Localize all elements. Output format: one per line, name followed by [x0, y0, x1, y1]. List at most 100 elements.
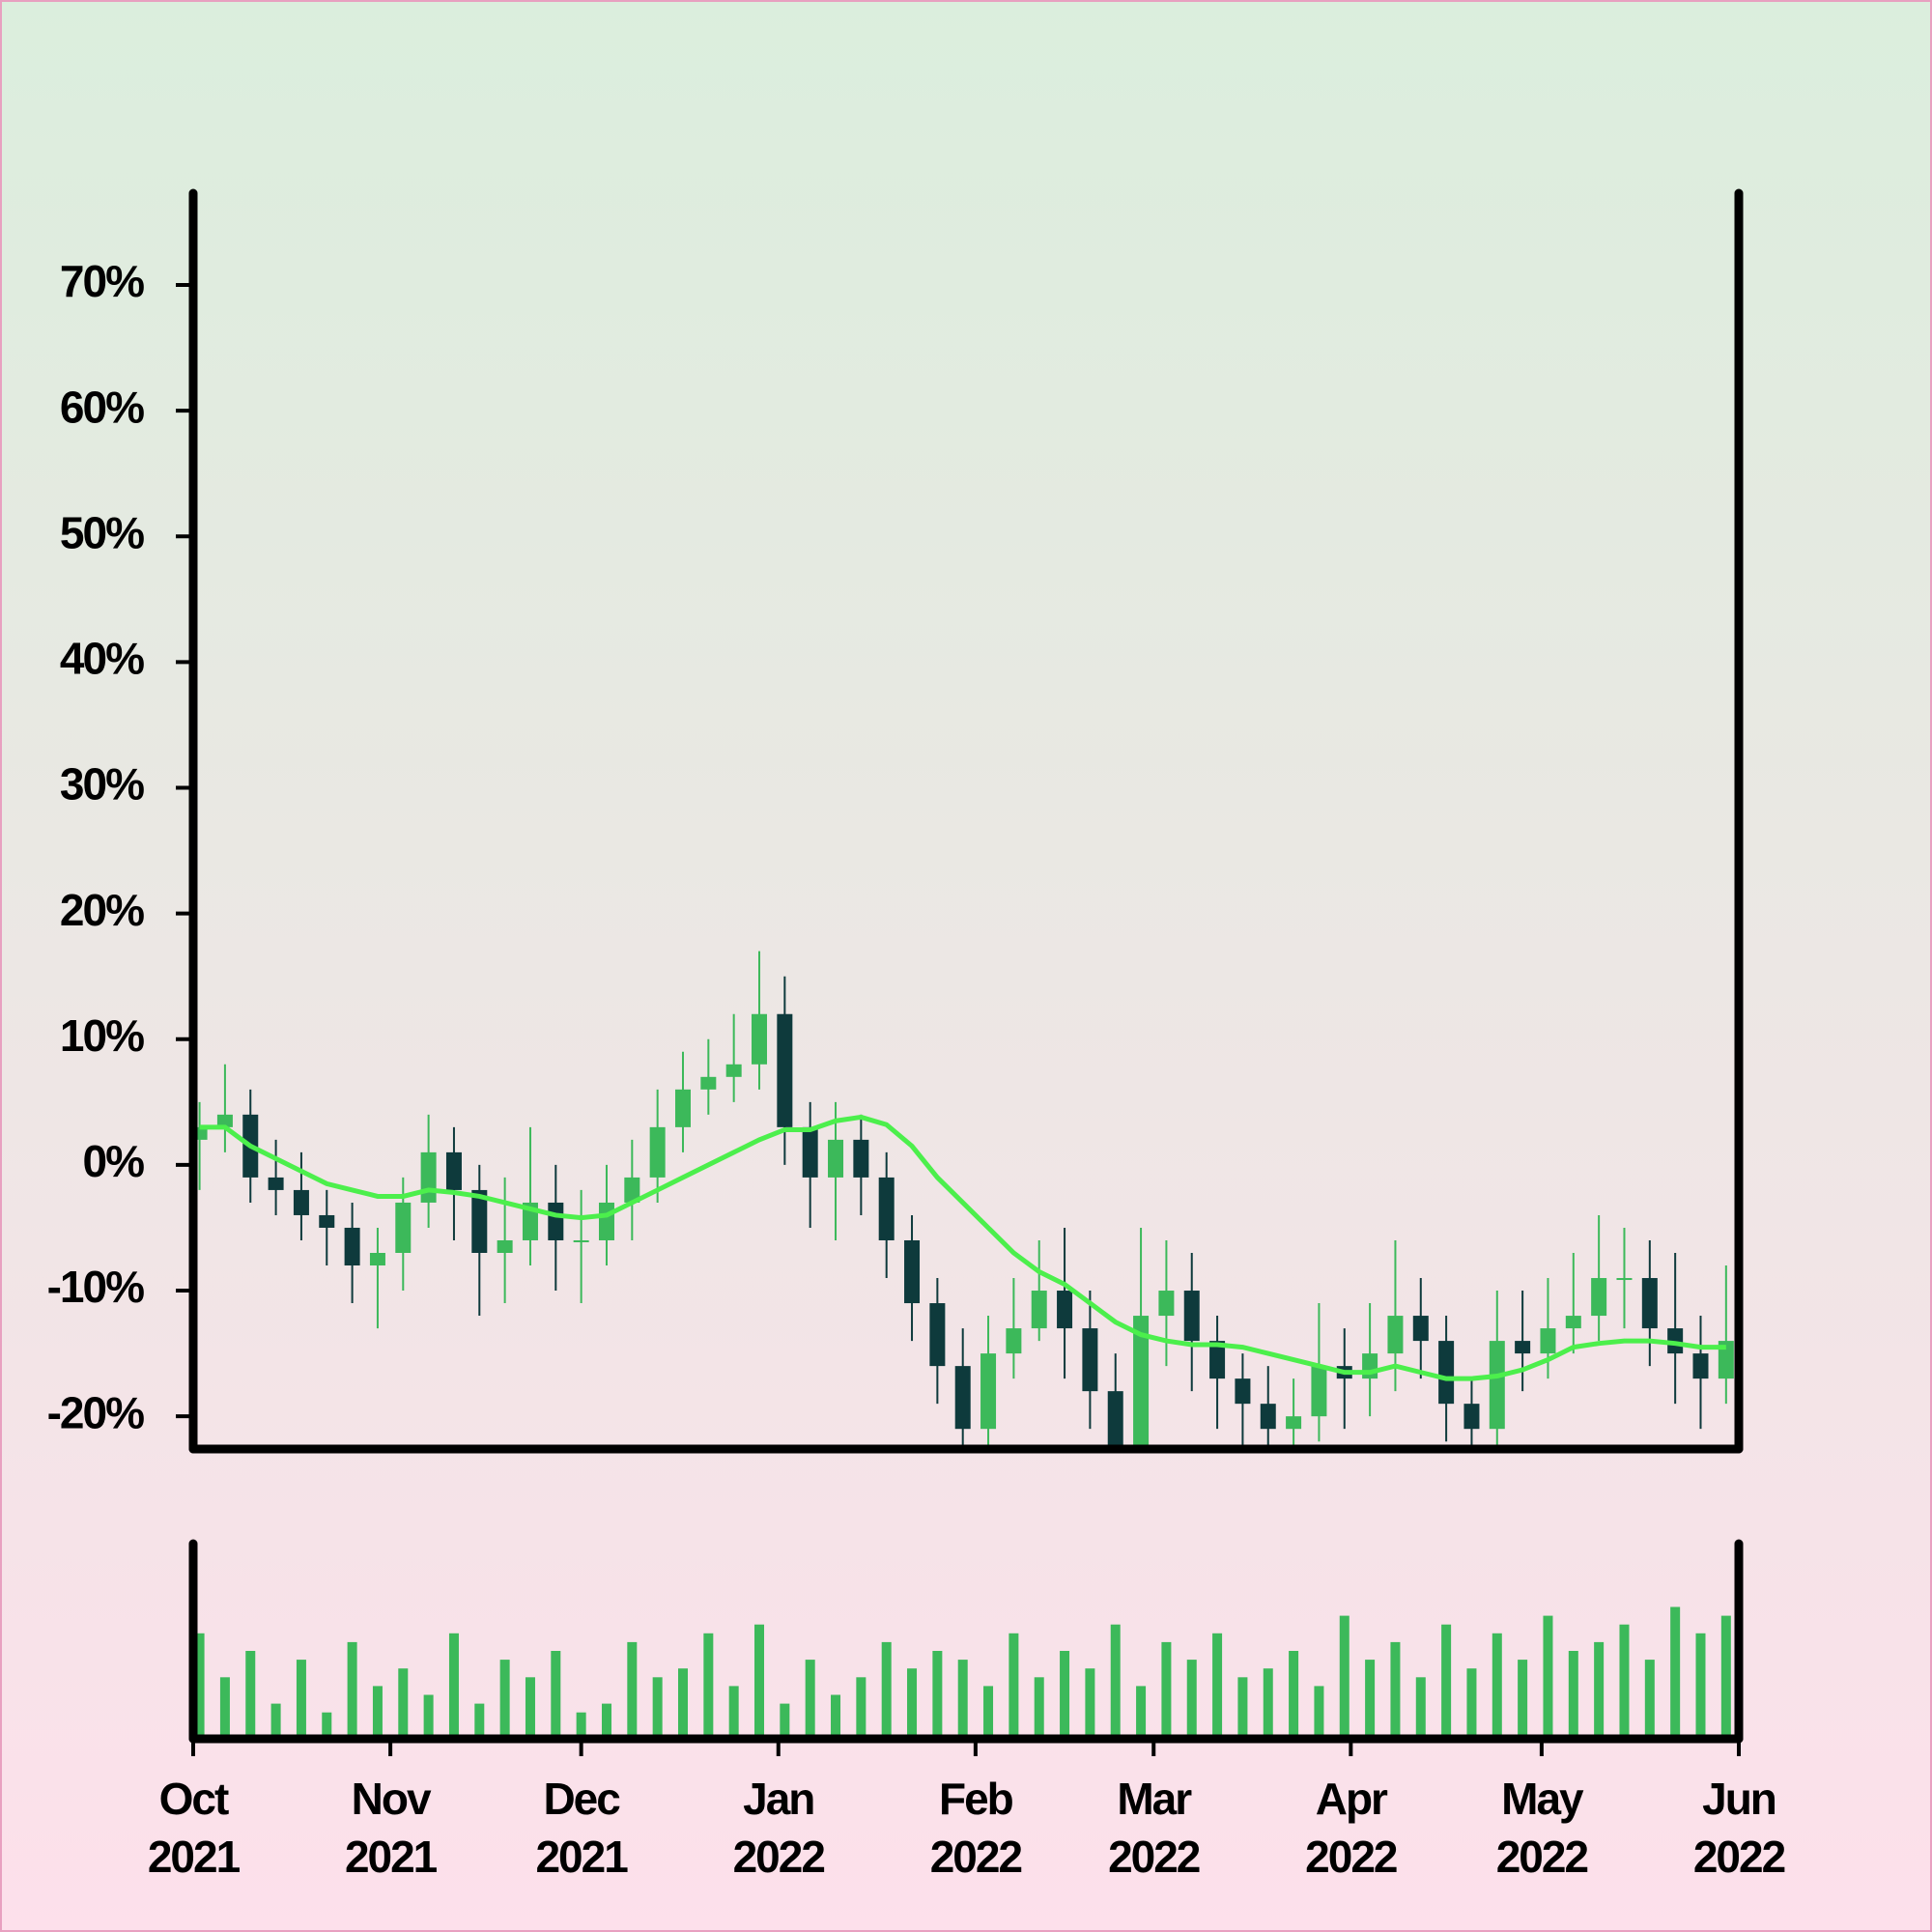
candle-body	[1158, 1291, 1175, 1317]
volume-bar	[1289, 1651, 1299, 1739]
volume-bar	[1212, 1633, 1223, 1739]
candle-body	[268, 1177, 284, 1190]
volume-bar	[1568, 1651, 1578, 1739]
candle-body	[674, 1089, 691, 1127]
x-tick-label-line: 2022	[1693, 1832, 1785, 1882]
candle-body	[1463, 1404, 1480, 1430]
y-tick-label: -10%	[47, 1262, 144, 1312]
candle-body	[1591, 1278, 1607, 1317]
candle-body	[980, 1353, 997, 1430]
volume-bar	[907, 1668, 918, 1739]
x-tick-label: Jun 2022	[1693, 1774, 1785, 1882]
x-tick-label: May 2022	[1496, 1774, 1588, 1882]
volume-bar	[1365, 1660, 1376, 1739]
x-tick-label-line: 2021	[148, 1832, 241, 1882]
volume-bar	[525, 1677, 535, 1739]
volume-bar	[1670, 1606, 1681, 1739]
candle-body	[548, 1202, 564, 1240]
candle-body	[878, 1177, 895, 1240]
x-tick-label-line: Jun	[1702, 1774, 1776, 1824]
candle-body	[853, 1139, 869, 1178]
candle-body	[1616, 1278, 1633, 1281]
y-tick-label: 70%	[60, 256, 144, 306]
candle-body	[777, 1013, 793, 1127]
volume-bar	[551, 1651, 561, 1739]
axes: -20%-10%0%10%20%30%40%50%60%70%Oct 2021No…	[47, 188, 1787, 1882]
volume-bar	[347, 1641, 357, 1739]
candle-body	[293, 1189, 309, 1215]
volume-bar	[1695, 1633, 1706, 1739]
volume-bar	[1415, 1677, 1426, 1739]
x-tick-label-line: Nov	[352, 1774, 432, 1824]
volume-bar	[1720, 1615, 1731, 1739]
volume-bar	[1518, 1660, 1528, 1739]
volume-bar	[601, 1703, 611, 1739]
candle-body	[1031, 1291, 1047, 1329]
candle-body	[1311, 1366, 1327, 1417]
candle-body	[1133, 1316, 1150, 1449]
volume-bar	[1644, 1660, 1655, 1739]
x-tick-label-line: 2022	[930, 1832, 1022, 1882]
x-tick-label: Apr 2022	[1305, 1774, 1397, 1882]
y-tick-label: -20%	[47, 1387, 144, 1437]
candle-body	[624, 1177, 640, 1203]
candle-body	[1641, 1278, 1658, 1329]
y-tick-label: 0%	[83, 1136, 145, 1186]
candle-body	[802, 1126, 818, 1178]
candle-body	[1260, 1404, 1276, 1430]
volume-bar	[780, 1703, 790, 1739]
volume-bar	[652, 1677, 663, 1739]
volume-bar	[219, 1677, 230, 1739]
volume-bar	[1136, 1686, 1147, 1739]
y-tick-label: 60%	[60, 382, 144, 432]
candle-body	[828, 1139, 844, 1178]
volume-bar	[499, 1660, 510, 1739]
x-tick-label-line: 2022	[1108, 1832, 1200, 1882]
x-tick-label: Dec 2021	[535, 1774, 628, 1882]
candle-body	[445, 1151, 462, 1190]
x-tick-label: Nov 2021	[345, 1774, 438, 1882]
x-tick-label-line: 2022	[733, 1832, 825, 1882]
y-tick-label: 30%	[60, 759, 144, 810]
volume-bar	[983, 1686, 994, 1739]
volume-bar	[805, 1660, 815, 1739]
candle-body	[1438, 1341, 1455, 1405]
x-tick-label: Jan 2022	[733, 1774, 825, 1882]
candle-body	[598, 1202, 614, 1240]
volume-bar	[1263, 1668, 1273, 1739]
candle-body	[1718, 1341, 1734, 1379]
volume-bar	[423, 1694, 434, 1739]
candle-body	[1235, 1378, 1251, 1405]
candle-body	[1489, 1341, 1505, 1430]
volume-bar	[957, 1660, 968, 1739]
candle-body	[1107, 1391, 1123, 1449]
candle-body	[1667, 1328, 1684, 1354]
x-tick-label: Oct 2021	[148, 1774, 241, 1882]
y-tick-label: 50%	[60, 507, 144, 557]
y-tick-label: 40%	[60, 634, 144, 684]
candle-body	[1412, 1316, 1429, 1342]
x-tick-label-line: Feb	[939, 1774, 1013, 1824]
candle-body	[1515, 1341, 1531, 1354]
x-tick-label-line: Mar	[1117, 1774, 1192, 1824]
x-tick-label: Mar 2022	[1108, 1774, 1200, 1882]
candle-body	[497, 1239, 513, 1253]
x-tick-label-line: 2021	[535, 1832, 628, 1882]
volume-bar	[627, 1641, 638, 1739]
x-tick-label-line: May	[1501, 1774, 1584, 1824]
volume-bar	[932, 1651, 943, 1739]
candle-body	[319, 1214, 335, 1228]
x-tick-label-line: Dec	[543, 1774, 620, 1824]
volume-bar	[754, 1624, 765, 1739]
candle-body	[573, 1239, 589, 1242]
candle-body	[954, 1366, 971, 1430]
volume-bar	[881, 1641, 892, 1739]
candle-body	[1692, 1353, 1709, 1379]
x-tick-label-line: Oct	[159, 1774, 229, 1824]
x-tick-label-line: 2021	[345, 1832, 438, 1882]
volume-bar	[831, 1694, 841, 1739]
candle-body	[216, 1114, 233, 1127]
volume-bar	[1186, 1660, 1197, 1739]
x-tick-label-line: 2022	[1496, 1832, 1588, 1882]
